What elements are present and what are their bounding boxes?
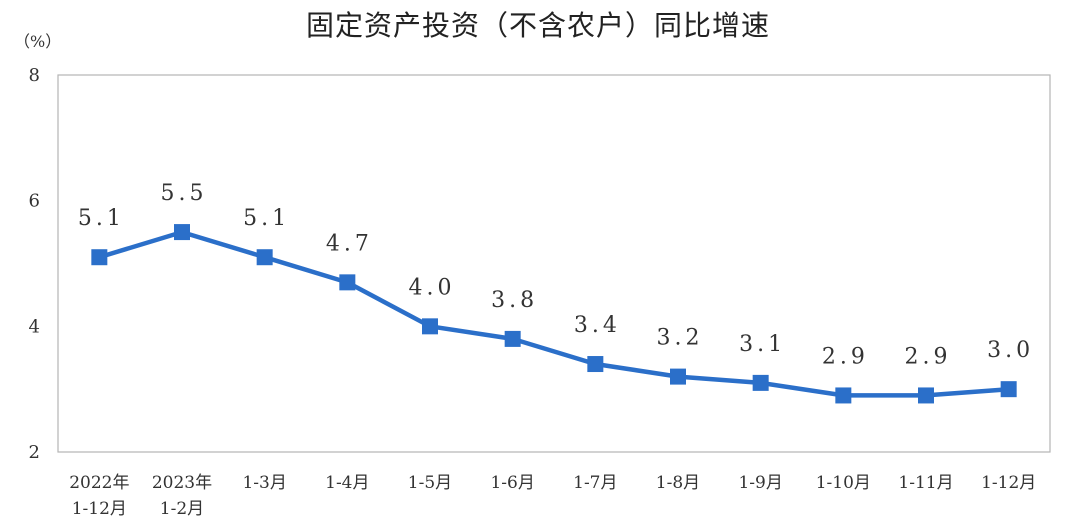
x-tick-label: 1-10月 — [816, 473, 871, 493]
data-point — [422, 318, 438, 335]
x-tick-label: 1-3月 — [242, 473, 286, 493]
data-label: 3.8 — [491, 288, 538, 313]
x-tick-label: 1-8月 — [656, 473, 700, 493]
data-label: 2.9 — [822, 344, 869, 369]
data-label: 3.0 — [987, 338, 1034, 363]
data-point — [918, 387, 934, 404]
data-point — [587, 356, 604, 373]
data-labels: 5.1 5.5 5.1 4.7 4.0 3.8 3.4 3.2 3.1 2.9 2.9 3.0 — [78, 181, 1034, 369]
y-axis-unit: （%） — [14, 32, 62, 51]
data-label: 4.7 — [326, 231, 373, 256]
x-tick-label: 1-6月 — [490, 473, 534, 493]
x-tick-label: 1-5月 — [408, 473, 452, 493]
data-point — [752, 374, 769, 391]
x-tick-label: 1-7月 — [573, 473, 617, 493]
x-tick-label: 1-9月 — [738, 473, 782, 493]
data-point — [91, 249, 108, 266]
x-tick-label: 2022年 — [69, 473, 129, 493]
data-label: 3.2 — [657, 326, 704, 351]
data-point — [174, 224, 190, 241]
data-label: 5.1 — [243, 206, 290, 231]
data-point — [1000, 381, 1017, 398]
y-axis-ticks: 8 6 4 2 — [29, 65, 40, 463]
y-tick-label: 8 — [29, 65, 40, 86]
y-tick-label: 2 — [29, 442, 40, 463]
x-tick-label: 2023年 — [152, 473, 212, 493]
data-label: 5.1 — [78, 206, 125, 231]
data-point — [835, 387, 852, 404]
x-tick-label: 1-12月 — [72, 499, 127, 519]
data-label: 3.4 — [574, 313, 621, 338]
y-tick-label: 4 — [29, 316, 40, 337]
x-axis-ticks: 2022年 1-12月 2023年 1-2月 1-3月 1-4月 1-5月 1-6月 1-7月 1… — [69, 473, 1036, 519]
data-label: 2.9 — [905, 344, 952, 369]
data-point — [256, 249, 273, 266]
data-point — [339, 274, 356, 291]
data-point — [670, 368, 686, 385]
series-line — [97, 229, 1011, 398]
data-point — [504, 330, 521, 347]
y-tick-label: 6 — [29, 191, 40, 212]
data-label: 3.1 — [739, 332, 786, 357]
x-tick-label: 1-12月 — [981, 473, 1036, 493]
plot-frame — [57, 74, 1051, 453]
series-markers — [91, 224, 1017, 404]
x-tick-label: 1-11月 — [898, 473, 953, 493]
chart-title: 固定资产投资（不含农户）同比增速 — [305, 9, 770, 42]
x-tick-label: 1-4月 — [325, 473, 369, 493]
x-tick-label: 1-2月 — [160, 499, 204, 519]
data-label: 4.0 — [409, 275, 456, 300]
data-label: 5.5 — [161, 181, 208, 206]
